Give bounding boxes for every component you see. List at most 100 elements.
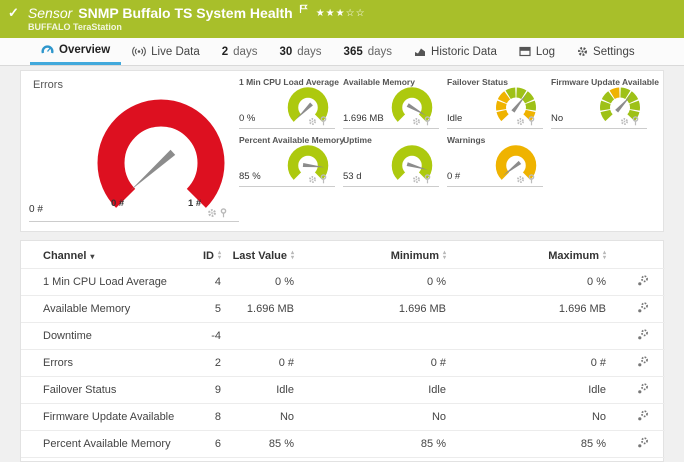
pin-icon[interactable] bbox=[320, 116, 327, 126]
divider bbox=[447, 128, 543, 129]
cell-minimum: 1.696 MB bbox=[398, 303, 446, 315]
edit-channel-icon[interactable] bbox=[637, 409, 650, 422]
sensor-header: ✓ Sensor SNMP Buffalo TS System Health ★… bbox=[0, 0, 684, 38]
overview-gauge-icon bbox=[41, 45, 54, 54]
edit-channel-icon[interactable] bbox=[637, 436, 650, 449]
gauge-needle bbox=[503, 160, 522, 176]
gauge-value: 1.696 MB bbox=[343, 113, 384, 124]
channel-row-downtime[interactable]: Downtime -4 bbox=[21, 322, 665, 350]
gauge-needle bbox=[406, 103, 427, 116]
gauge-needle bbox=[296, 102, 313, 120]
gauge-label: 1 Min CPU Load Average bbox=[239, 77, 339, 87]
edit-channel-icon[interactable] bbox=[637, 382, 650, 395]
cell-settings[interactable] bbox=[606, 431, 665, 458]
table-header-row: Channel ▾ ID ▴ ▾ Last Value ▴ ▾ Minimum ▴ ▾ Max… bbox=[21, 241, 665, 269]
cell-id: 5 bbox=[214, 303, 221, 315]
gear-icon[interactable] bbox=[207, 208, 217, 218]
cell-channel[interactable]: Downtime bbox=[43, 330, 92, 342]
cell-settings[interactable] bbox=[606, 323, 665, 350]
gauge-value: 0 # bbox=[447, 171, 461, 182]
cell-id: -4 bbox=[211, 330, 221, 342]
tab-30-days[interactable]: 30 days bbox=[279, 45, 322, 58]
cell-channel[interactable]: Errors bbox=[43, 357, 73, 369]
channel-row-failover-status[interactable]: Failover Status 9 Idle Idle Idle bbox=[21, 376, 665, 404]
pin-icon[interactable] bbox=[424, 174, 431, 184]
tab-settings[interactable]: Settings bbox=[566, 38, 646, 65]
gear-icon[interactable] bbox=[412, 117, 421, 126]
gauge-uptime: Uptime 53 d bbox=[343, 135, 439, 187]
cell-channel[interactable]: Available Memory bbox=[43, 303, 131, 315]
cell-minimum: 0 # bbox=[430, 357, 446, 369]
cell-settings[interactable] bbox=[606, 296, 665, 323]
cell-channel[interactable]: 1 Min CPU Load Average bbox=[43, 276, 167, 288]
breadcrumb-device[interactable]: BUFFALO TeraStation bbox=[28, 22, 122, 32]
column-header-last-value[interactable]: Last Value ▴ ▾ bbox=[232, 250, 294, 262]
gear-icon[interactable] bbox=[516, 117, 525, 126]
cell-id: 2 bbox=[214, 357, 221, 369]
cell-settings[interactable] bbox=[606, 269, 665, 296]
cell-channel[interactable]: Firmware Update Available bbox=[43, 411, 175, 423]
gear-icon[interactable] bbox=[516, 175, 525, 184]
channel-row-available-memory[interactable]: Available Memory 5 1.696 MB 1.696 MB 1.6… bbox=[21, 295, 665, 323]
settings-gear-icon bbox=[578, 47, 588, 56]
pin-icon[interactable] bbox=[424, 116, 431, 126]
pin-icon[interactable] bbox=[320, 174, 327, 184]
gauge-dial bbox=[285, 84, 331, 135]
cell-settings[interactable] bbox=[606, 350, 665, 377]
column-header-id[interactable]: ID ▴ ▾ bbox=[202, 250, 221, 262]
cell-settings[interactable] bbox=[606, 377, 665, 404]
cell-settings[interactable] bbox=[606, 458, 665, 462]
edit-channel-icon[interactable] bbox=[637, 274, 650, 287]
channel-row-uptime[interactable]: Uptime 7 53 d 137 s 59 d bbox=[21, 457, 665, 462]
cell-minimum: 137 s bbox=[294, 458, 446, 462]
edit-channel-icon[interactable] bbox=[637, 301, 650, 314]
cell-minimum: Idle bbox=[428, 384, 446, 396]
cell-maximum: Idle bbox=[588, 384, 606, 396]
channel-row-1-min-cpu-load-average[interactable]: 1 Min CPU Load Average 4 0 % 0 % 0 % bbox=[21, 268, 665, 296]
cell-last-value: Idle bbox=[276, 384, 294, 396]
priority-stars[interactable]: ★★★☆☆ bbox=[315, 7, 366, 19]
gear-icon[interactable] bbox=[308, 117, 317, 126]
cell-maximum: 1.696 MB bbox=[558, 303, 606, 315]
tab-historic-data[interactable]: Historic Data bbox=[403, 38, 508, 65]
edit-channel-icon[interactable] bbox=[637, 328, 650, 341]
gear-icon[interactable] bbox=[308, 175, 317, 184]
status-ok-icon: ✓ bbox=[8, 5, 19, 20]
pin-icon[interactable] bbox=[220, 208, 227, 218]
tab-2-days[interactable]: 2 days bbox=[221, 45, 258, 58]
tab-overview[interactable]: Overview bbox=[30, 38, 122, 65]
column-header-maximum[interactable]: Maximum ▴ ▾ bbox=[548, 250, 606, 262]
divider bbox=[239, 128, 335, 129]
cell-settings[interactable] bbox=[606, 404, 665, 431]
cell-channel[interactable]: Percent Available Memory bbox=[43, 438, 171, 450]
divider bbox=[551, 128, 647, 129]
pin-icon[interactable] bbox=[528, 116, 535, 126]
priority-flag-icon[interactable] bbox=[299, 1, 308, 19]
cell-channel[interactable]: Uptime bbox=[21, 458, 191, 462]
column-header-channel[interactable]: Channel ▾ bbox=[43, 250, 95, 262]
gear-icon[interactable] bbox=[412, 175, 421, 184]
cell-last-value: 0 % bbox=[275, 276, 294, 288]
divider bbox=[343, 128, 439, 129]
cell-id: 9 bbox=[214, 384, 221, 396]
channel-row-percent-available-memory[interactable]: Percent Available Memory 6 85 % 85 % 85 … bbox=[21, 430, 665, 458]
channel-row-firmware-update-available[interactable]: Firmware Update Available 8 No No No bbox=[21, 403, 665, 431]
cell-id: 4 bbox=[214, 276, 221, 288]
pin-icon[interactable] bbox=[632, 116, 639, 126]
gauge-dial bbox=[597, 84, 643, 135]
tab-live-data[interactable]: Live Data bbox=[121, 38, 211, 65]
gauge-label: Percent Available Memory bbox=[239, 135, 345, 145]
cell-channel[interactable]: Failover Status bbox=[43, 384, 117, 396]
gear-icon[interactable] bbox=[620, 117, 629, 126]
tab-365-days[interactable]: 365 days bbox=[343, 45, 393, 58]
edit-channel-icon[interactable] bbox=[637, 355, 650, 368]
pin-icon[interactable] bbox=[528, 174, 535, 184]
channel-row-errors[interactable]: Errors 2 0 # 0 # 0 # bbox=[21, 349, 665, 377]
tab-log[interactable]: Log bbox=[508, 38, 566, 65]
gauge-label: Available Memory bbox=[343, 77, 415, 87]
tab-bar: Overview Live Data 2 days 30 days 365 days Histo… bbox=[0, 38, 684, 66]
gauge-label: Firmware Update Available bbox=[551, 77, 660, 87]
column-header-minimum[interactable]: Minimum ▴ ▾ bbox=[390, 250, 446, 262]
gauge-dial bbox=[389, 142, 435, 193]
cell-maximum: No bbox=[591, 411, 606, 423]
